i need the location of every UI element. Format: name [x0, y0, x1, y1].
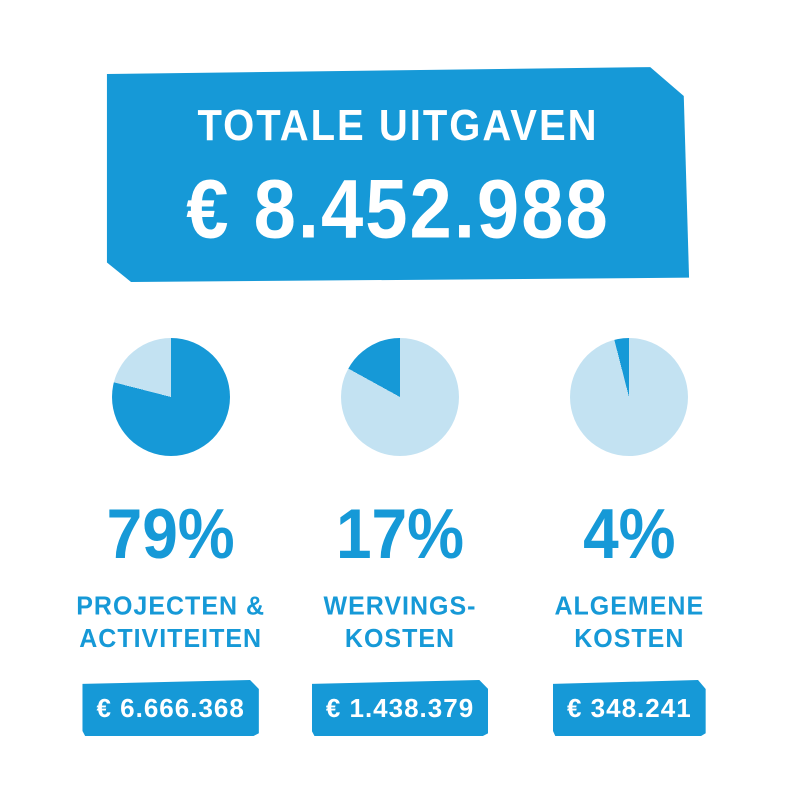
category-label-line1: WERVINGS-	[323, 591, 477, 621]
amount-badge: € 348.241	[552, 680, 706, 736]
category-label-line1: PROJECTEN &	[76, 591, 266, 621]
column-wervingskosten: 17% WERVINGS- KOSTEN € 1.438.379	[285, 338, 514, 736]
column-projecten-activiteiten: 79% PROJECTEN & ACTIVITEITEN € 6.666.368	[56, 338, 285, 736]
amount-badge: € 6.666.368	[82, 680, 259, 736]
percent-value: 17%	[335, 494, 465, 574]
percent-value: 4%	[583, 494, 676, 574]
category-label-line2: ACTIVITEITEN	[79, 624, 263, 654]
category-label-line2: KOSTEN	[344, 624, 456, 654]
category-label-line2: KOSTEN	[574, 624, 685, 654]
pie-chart-wervingskosten	[340, 338, 459, 456]
expense-columns: 79% PROJECTEN & ACTIVITEITEN € 6.666.368…	[56, 338, 744, 736]
category-label-line1: ALGEMENE	[554, 591, 705, 621]
total-amount: € 8.452.988	[186, 162, 610, 257]
category-label: PROJECTEN & ACTIVITEITEN	[76, 590, 265, 655]
pie-chart-algemene-kosten	[570, 338, 689, 456]
pie-chart-projecten-activiteiten	[111, 338, 230, 456]
category-label: ALGEMENE KOSTEN	[554, 590, 704, 655]
total-expenses-banner: TOTALE UITGAVEN € 8.452.988	[106, 67, 690, 282]
category-label: WERVINGS- KOSTEN	[323, 590, 476, 655]
amount-badge: € 1.438.379	[311, 680, 489, 736]
column-algemene-kosten: 4% ALGEMENE KOSTEN € 348.241	[515, 338, 744, 736]
percent-value: 79%	[106, 494, 235, 574]
banner-title: TOTALE UITGAVEN	[197, 102, 599, 150]
